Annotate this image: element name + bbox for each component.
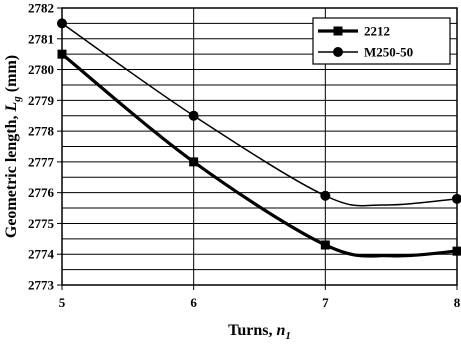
data-point-M250-50 <box>189 111 199 121</box>
y-tick-label: 2774 <box>28 247 55 262</box>
data-point-2212 <box>321 240 330 249</box>
y-axis-title: Geometric length, Lg (mm) <box>3 55 23 238</box>
y-tick-label: 2775 <box>28 216 55 231</box>
legend-label: 2212 <box>364 24 390 39</box>
x-axis-title: Turns, n1 <box>228 322 291 342</box>
data-point-M250-50 <box>57 18 67 28</box>
legend-marker-2212 <box>334 27 343 36</box>
y-tick-label: 2777 <box>28 154 55 169</box>
legend-label: M250-50 <box>364 45 413 60</box>
x-tick-label: 6 <box>190 295 197 310</box>
y-tick-label: 2782 <box>28 1 54 16</box>
data-point-M250-50 <box>452 194 461 204</box>
y-tick-label: 2781 <box>28 31 54 46</box>
y-tick-label: 2779 <box>28 93 55 108</box>
x-tick-label: 8 <box>454 295 461 310</box>
legend-marker-M250-50 <box>333 47 343 57</box>
y-tick-label: 2773 <box>28 278 55 293</box>
data-point-M250-50 <box>320 191 330 201</box>
y-tick-label: 2778 <box>28 124 55 139</box>
data-point-2212 <box>189 157 198 166</box>
x-tick-label: 7 <box>322 295 329 310</box>
y-tick-label: 2776 <box>28 185 55 200</box>
y-tick-label: 2780 <box>28 62 54 77</box>
x-tick-label: 5 <box>59 295 66 310</box>
data-point-2212 <box>58 50 67 59</box>
data-point-2212 <box>453 247 461 256</box>
